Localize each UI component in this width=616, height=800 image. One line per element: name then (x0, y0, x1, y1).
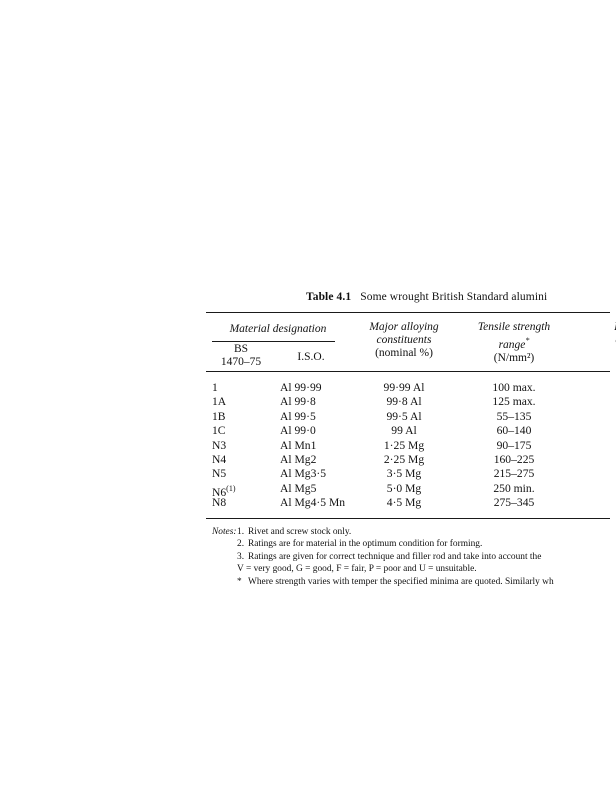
table-rule-bottom (206, 517, 610, 519)
cell-tensile-strength: 275–345 (493, 496, 535, 510)
cell-major-alloying: 5·0 Mg (386, 481, 422, 495)
header-bs: BS 1470–75 (208, 343, 274, 369)
cell-major-alloying: 99 Al (391, 424, 417, 438)
cell-tensile-strength: 215–275 (493, 467, 535, 481)
cell-major-alloying: 3·5 Mg (386, 467, 422, 481)
header-tensile-line2: range (498, 338, 526, 351)
header-iso: I.S.O. (297, 351, 325, 363)
header-resistance-line2: atm (574, 334, 616, 347)
table-row: 1A Al 99·8 99·8 Al 125 max. (206, 395, 616, 409)
table-row: 1 Al 99·99 99·99 Al 100 max. (206, 381, 616, 395)
header-major-line1: Major alloying (369, 321, 439, 333)
table-caption: Table 4.1 Some wrought British Standard a… (306, 290, 616, 304)
header-subrule-wrap (206, 339, 335, 345)
cell-tensile-strength: 100 max. (492, 381, 536, 394)
note-number: 2. (237, 539, 245, 550)
note-item: 2. Ratings are for material in the optimu… (237, 538, 616, 551)
table-row: N8 Al Mg4·5 Mn 4·5 Mg 275–345 (206, 496, 616, 510)
notes-list: 1. Rivet and screw stock only. 2. Ratings a… (206, 526, 616, 564)
table-row: 1C Al 99·0 99 Al 60–140 (206, 424, 616, 438)
cell-tensile-strength: 55–135 (496, 409, 532, 423)
table-notes: Notes: 1. Rivet and screw stock only. 2. Ra… (206, 526, 616, 589)
cell-major-alloying: 99·99 Al (383, 381, 425, 394)
note-text: Ratings are given for correct technique … (248, 551, 542, 562)
note-number: 1. (237, 526, 245, 537)
table-4-1: Table 4.1 Some wrought British Standard a… (206, 290, 616, 588)
header-resistance-line3: a (574, 347, 616, 360)
cell-iso-designation: Al 99·99 (280, 381, 322, 394)
cell-major-alloying: 99·8 Al (386, 395, 422, 409)
cell-tensile-strength: 250 min. (493, 481, 535, 495)
cell-bs-designation: 1 (212, 381, 218, 394)
header-tensile-strength: Tensile strength range* (N/mm²) (464, 321, 564, 365)
cell-iso-designation: Al 99·5 (280, 409, 316, 423)
header-resistance-line1: Resi (574, 321, 616, 334)
cell-bs-designation: 1A (212, 395, 227, 409)
cell-iso-designation: Al Mg5 (280, 481, 317, 495)
table-rule-header (206, 371, 610, 372)
cell-bs-designation: N5 (212, 467, 227, 481)
table-header: Material designation BS 1470–75 I.S.O. M… (206, 313, 616, 371)
material-designation-rule (212, 341, 335, 342)
header-material-designation: Material designation (229, 323, 327, 335)
cell-bs-designation: N6(1) (212, 482, 274, 500)
note-legend-text: V = very good, G = good, F = fair, P = p… (237, 564, 477, 575)
note-legend: V = very good, G = good, F = fair, P = p… (237, 563, 616, 576)
cell-bs-designation: 1B (212, 409, 226, 423)
table-row: N3 Al Mn1 1·25 Mg 90–175 (206, 439, 616, 453)
header-tensile-line2-wrap: range* (464, 334, 564, 352)
header-major-line3: (nominal %) (375, 347, 433, 359)
cell-bs-designation: N4 (212, 452, 227, 466)
note-item: 1. Rivet and screw stock only. (237, 526, 616, 539)
cell-bs-designation: 1C (212, 424, 226, 438)
header-major-line2: constituents (376, 334, 432, 346)
footnote-asterisk-marker: * (525, 336, 530, 345)
header-tensile-line3: (N/mm²) (493, 351, 535, 364)
note-footnote-text: Where strength varies with temper the sp… (248, 576, 554, 587)
cell-major-alloying: 99·5 Al (386, 409, 422, 423)
cell-iso-designation: Al Mg3·5 (280, 467, 327, 481)
caption-label: Table 4.1 (306, 291, 352, 303)
table-body: 1 Al 99·99 99·99 Al 100 max. 1A Al 99·8 99·8 A… (206, 372, 616, 518)
cell-tensile-strength: 60–140 (496, 424, 532, 438)
cell-major-alloying: 1·25 Mg (383, 438, 425, 452)
header-major-alloying-constituents: Major alloying constituents (nominal %) (352, 321, 456, 360)
caption-text: Some wrought British Standard alumini (360, 291, 548, 303)
notes-label: Notes: (212, 526, 237, 537)
header-resistance-truncated: Resi atm a (574, 321, 616, 360)
cell-major-alloying: 2·25 Mg (383, 452, 425, 466)
cell-tensile-strength: 90–175 (496, 438, 532, 452)
cell-bs-designation-superscript: (1) (226, 483, 236, 493)
note-number: 3. (237, 551, 245, 562)
cell-tensile-strength: 125 max. (492, 395, 536, 409)
cell-bs-designation: N3 (212, 438, 227, 452)
note-footnote: * Where strength varies with temper the s… (237, 576, 616, 589)
cell-major-alloying: 4·5 Mg (386, 496, 422, 510)
cell-iso-designation: Al Mg2 (280, 452, 317, 466)
cell-tensile-strength: 160–225 (493, 452, 535, 466)
cell-iso-designation: Al 99·8 (280, 395, 316, 409)
cell-iso-designation: Al 99·0 (280, 424, 316, 438)
header-bs-line2: 1470–75 (220, 356, 262, 368)
header-tensile-line1: Tensile strength (477, 321, 551, 333)
note-text: Ratings are for material in the optimum … (248, 539, 483, 550)
table-row: N4 Al Mg2 2·25 Mg 160–225 (206, 453, 616, 467)
table-row: N5 Al Mg3·5 3·5 Mg 215–275 (206, 467, 616, 481)
cell-iso-designation: Al Mn1 (280, 438, 317, 452)
header-bs-line1: BS (233, 343, 249, 355)
table-rule-top (206, 312, 610, 313)
note-item: 3. Ratings are given for correct techniqu… (237, 551, 616, 564)
cell-bs-designation: N8 (212, 496, 227, 510)
cell-iso-designation: Al Mg4·5 Mn (280, 496, 346, 510)
note-text: Rivet and screw stock only. (248, 526, 352, 537)
table-row: 1B Al 99·5 99·5 Al 55–135 (206, 410, 616, 424)
cell-bs-designation-text: N6 (212, 485, 227, 499)
table-row: N6(1) Al Mg5 5·0 Mg 250 min. (206, 481, 616, 499)
note-footnote-marker: * (237, 576, 242, 587)
